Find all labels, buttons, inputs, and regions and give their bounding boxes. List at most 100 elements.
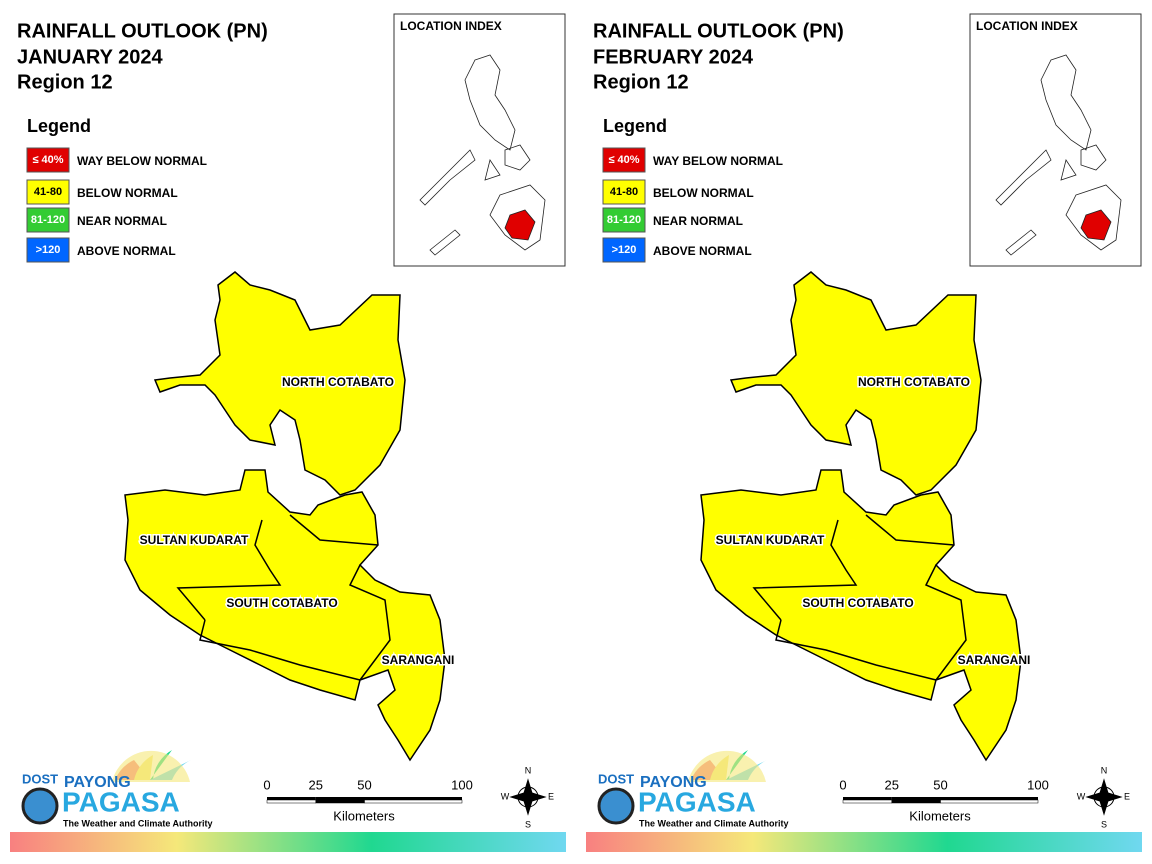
scale-segment: [315, 799, 365, 804]
panel-title: RAINFALL OUTLOOK (PN): [593, 20, 844, 42]
location-index-country: [419, 54, 546, 256]
province-area: [124, 469, 446, 762]
legend-swatch: [602, 179, 646, 205]
compass-letter: W: [501, 791, 510, 801]
legend-key: 81-120: [607, 214, 641, 226]
scale-segment: [940, 797, 1038, 800]
logo-umbrella: [112, 750, 190, 782]
compass-rose: [1085, 778, 1123, 816]
scale-label: 25: [885, 777, 899, 792]
scale-segment: [364, 799, 463, 804]
scale-label: 50: [357, 777, 371, 792]
location-index-country: [995, 54, 1122, 256]
legend-swatch: [602, 237, 646, 263]
province-area: [700, 469, 1022, 762]
legend-key: ≤ 40%: [32, 154, 63, 166]
compass-ring: [517, 786, 539, 808]
scale-segment: [267, 797, 316, 800]
logo-tagline: The Weather and Climate Authority: [63, 818, 213, 828]
logo-name: PAYONG: [640, 774, 707, 791]
panel-title: Region 12: [593, 71, 689, 93]
province-boundary: [176, 519, 282, 621]
province-label: SOUTH COTABATO: [226, 596, 337, 610]
scale-segment: [891, 797, 941, 800]
logo-seal: [21, 787, 59, 825]
scale-segment: [940, 799, 1039, 804]
legend-key: >120: [36, 244, 61, 256]
panel-title: RAINFALL OUTLOOK (PN): [17, 20, 268, 42]
legend-swatch: [26, 179, 70, 205]
panel-title: FEBRUARY 2024: [593, 46, 754, 68]
province-label: NORTH COTABATO: [282, 375, 394, 389]
scale-segment: [315, 797, 365, 800]
province-boundary: [865, 514, 955, 546]
compass-letter: E: [548, 791, 554, 801]
province-label: SARANGANI: [958, 653, 1031, 667]
color-band: [586, 832, 1142, 852]
province-label: SULTAN KUDARAT: [716, 533, 825, 547]
logo-name: PAGASA: [638, 786, 756, 817]
location-index-title: LOCATION INDEX: [400, 19, 502, 33]
legend-title: Legend: [27, 116, 91, 136]
province-boundary: [289, 514, 379, 546]
compass-letter: N: [525, 765, 532, 775]
legend-key: ≤ 40%: [608, 154, 639, 166]
compass-letter: S: [1101, 819, 1107, 829]
legend-swatch: [26, 237, 70, 263]
compass-ring: [1093, 786, 1115, 808]
legend-label: ABOVE NORMAL: [77, 244, 176, 258]
province-boundary: [199, 619, 361, 681]
location-index-region: [504, 209, 536, 241]
compass-letter: N: [1101, 765, 1108, 775]
logo-name: PAYONG: [64, 774, 131, 791]
logo-tagline: The Weather and Climate Authority: [639, 818, 789, 828]
legend-label: NEAR NORMAL: [653, 214, 743, 228]
scale-label: 100: [1027, 777, 1049, 792]
legend-label: WAY BELOW NORMAL: [77, 154, 207, 168]
scale-label: 50: [933, 777, 947, 792]
location-index-title: LOCATION INDEX: [976, 19, 1078, 33]
map-panel: RAINFALL OUTLOOK (PN) JANUARY 2024 Region …: [10, 13, 566, 852]
legend-swatch: [602, 147, 646, 173]
legend-swatch: [602, 207, 646, 233]
logo-agency: DOST: [22, 771, 58, 786]
scale-segment: [891, 799, 941, 804]
legend-label: ABOVE NORMAL: [653, 244, 752, 258]
legend-key: 41-80: [610, 186, 638, 198]
province-boundary: [752, 519, 858, 621]
logo-name: PAGASA: [62, 786, 180, 817]
province-label: SULTAN KUDARAT: [140, 533, 249, 547]
scale-segment: [843, 797, 892, 800]
legend-label: NEAR NORMAL: [77, 214, 167, 228]
compass-letter: E: [1124, 791, 1130, 801]
scale-segment: [842, 799, 892, 804]
scale-label: 0: [839, 777, 846, 792]
panel-title: Region 12: [17, 71, 113, 93]
logo-agency: DOST: [598, 771, 634, 786]
color-band: [10, 832, 566, 852]
province-boundary: [348, 564, 391, 681]
legend-swatch: [26, 147, 70, 173]
legend-label: WAY BELOW NORMAL: [653, 154, 783, 168]
scale-segment: [266, 799, 316, 804]
legend-key: >120: [612, 244, 637, 256]
legend-key: 81-120: [31, 214, 65, 226]
legend-label: BELOW NORMAL: [653, 186, 754, 200]
province-boundary: [924, 564, 967, 681]
scale-segment: [364, 797, 462, 800]
panel-title: JANUARY 2024: [17, 46, 164, 68]
map-panel: RAINFALL OUTLOOK (PN) FEBRUARY 2024 Region…: [586, 13, 1142, 852]
compass-letter: S: [525, 819, 531, 829]
legend-label: BELOW NORMAL: [77, 186, 178, 200]
scale-unit: Kilometers: [333, 808, 395, 823]
province-label: NORTH COTABATO: [858, 375, 970, 389]
province-area: [729, 271, 982, 496]
legend-swatch: [26, 207, 70, 233]
scale-unit: Kilometers: [909, 808, 971, 823]
legend-key: 41-80: [34, 186, 62, 198]
compass-rose: [509, 778, 547, 816]
scale-label: 0: [263, 777, 270, 792]
scale-label: 25: [309, 777, 323, 792]
province-label: SARANGANI: [382, 653, 455, 667]
